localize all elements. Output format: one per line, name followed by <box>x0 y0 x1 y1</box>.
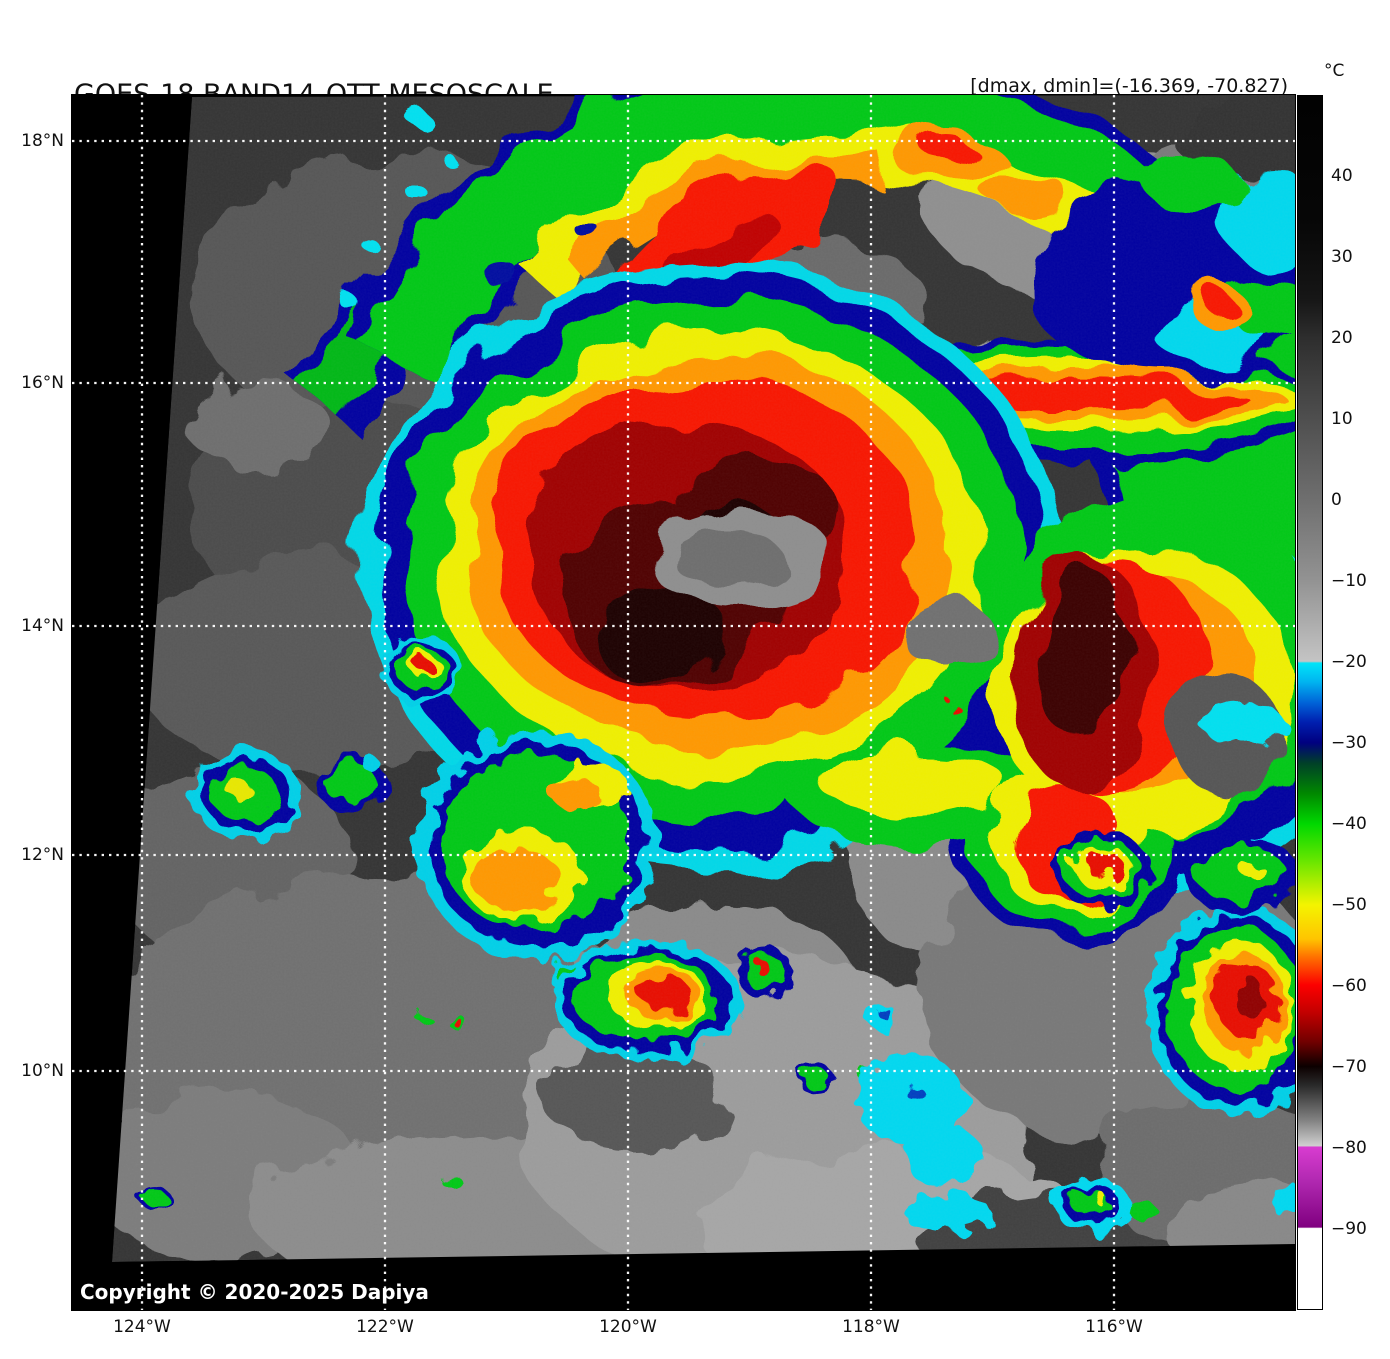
colorbar-tick: 20 <box>1331 328 1353 348</box>
colorbar-tick: 40 <box>1331 166 1353 186</box>
colorbar-tick: −20 <box>1331 652 1367 672</box>
lon-label-116w: 116°W <box>1085 1317 1143 1337</box>
colorbar-tick: −60 <box>1331 976 1367 996</box>
colorbar-tick: 0 <box>1331 490 1342 510</box>
image-grain <box>112 95 1295 1262</box>
dmax-dmin-readout: [dmax, dmin]=(-16.369, -70.827) <box>970 75 1288 97</box>
lon-label-118w: 118°W <box>842 1317 900 1337</box>
gridlines <box>72 95 1295 1310</box>
satellite-map: Copyright © 2020-2025 Dapiya <box>71 94 1296 1311</box>
page-title: GOES-18 BAND14-OTT MESOSCALE <box>74 78 554 111</box>
colorbar-tick: −40 <box>1331 814 1367 834</box>
colorbar-tick: 10 <box>1331 409 1353 429</box>
lat-label-18n: 18°N <box>21 131 64 151</box>
lat-label-12n: 12°N <box>21 845 64 865</box>
colorbar-tick: −90 <box>1331 1219 1367 1239</box>
lat-label-14n: 14°N <box>21 616 64 636</box>
colorbar-tick: −70 <box>1331 1057 1367 1077</box>
lon-label-122w: 122°W <box>356 1317 414 1337</box>
colorbar-unit-label: °C <box>1324 61 1345 81</box>
colorbar-tick: −50 <box>1331 895 1367 915</box>
lon-label-120w: 120°W <box>599 1317 657 1337</box>
lat-label-10n: 10°N <box>21 1061 64 1081</box>
colorbar-tick: 30 <box>1331 247 1353 267</box>
colorbar-tick: −30 <box>1331 733 1367 753</box>
colorbar-tick: −80 <box>1331 1138 1367 1158</box>
lon-label-124w: 124°W <box>113 1317 171 1337</box>
satellite-image <box>72 95 1295 1310</box>
copyright-watermark: Copyright © 2020-2025 Dapiya <box>80 1280 429 1304</box>
temperature-colorbar <box>1297 95 1323 1310</box>
offswath-bottom <box>72 1244 1295 1310</box>
lat-label-16n: 16°N <box>21 373 64 393</box>
offswath-left <box>72 95 192 1310</box>
colorbar-tick: −10 <box>1331 571 1367 591</box>
